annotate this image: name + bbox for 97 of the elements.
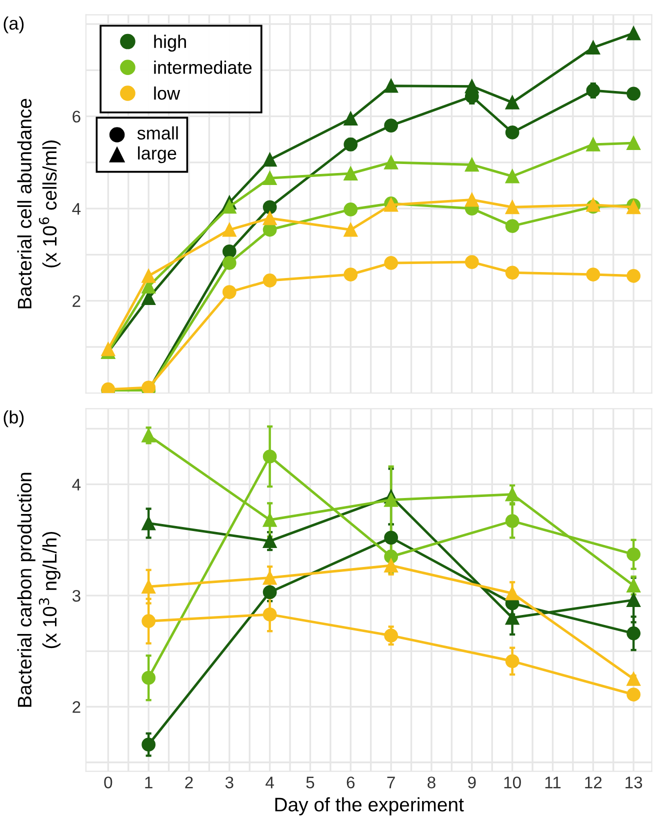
point <box>626 593 641 607</box>
point <box>222 244 236 258</box>
legend-label: high <box>154 34 186 52</box>
point <box>464 255 479 269</box>
point <box>586 268 600 282</box>
point <box>626 136 641 150</box>
point <box>262 152 277 167</box>
point <box>384 558 398 572</box>
point <box>344 202 358 216</box>
y-tick-label: 4 <box>72 478 81 490</box>
point <box>626 268 641 283</box>
point <box>262 200 277 214</box>
point <box>505 514 520 528</box>
point <box>262 171 277 186</box>
x-tick-label: 1 <box>145 776 152 788</box>
point <box>262 211 277 226</box>
y-tick-label: 6 <box>72 110 80 123</box>
point <box>262 585 277 600</box>
point <box>344 268 358 282</box>
point <box>626 86 641 101</box>
y-axis-title: Bacterial cell abundance (x 10$^{6}$ cells/ml) <box>17 98 60 308</box>
point <box>626 547 641 562</box>
point <box>142 580 156 594</box>
point <box>142 738 156 752</box>
point <box>626 578 641 592</box>
x-tick-label: 4 <box>266 776 274 788</box>
point <box>262 534 277 548</box>
annotation: large <box>138 146 176 164</box>
point <box>142 670 156 685</box>
point <box>384 155 398 170</box>
point <box>505 610 520 625</box>
point <box>586 84 600 98</box>
legend-label: intermediate <box>154 60 252 74</box>
point <box>142 380 156 394</box>
y-tick-label: 2 <box>72 701 80 713</box>
point <box>222 200 236 214</box>
x-tick-label: 9 <box>468 776 476 788</box>
x-tick-label: 2 <box>185 776 193 788</box>
point <box>344 112 358 126</box>
x-tick-label: 5 <box>306 776 314 788</box>
x-tick-label: 8 <box>428 776 436 788</box>
point <box>262 608 277 622</box>
point <box>262 570 277 585</box>
point <box>505 586 520 600</box>
y-tick-label: 4 <box>72 203 81 215</box>
text: (b) <box>4 410 24 428</box>
point <box>142 516 156 530</box>
y-tick-label: 3 <box>72 590 80 602</box>
point <box>626 688 641 702</box>
point <box>344 137 358 152</box>
point <box>384 256 398 270</box>
point <box>505 266 520 280</box>
point <box>505 219 520 234</box>
x-tick-label: 13 <box>626 776 642 788</box>
y-axis-title: Bacterial carbon production (x 10$^{3}$ ng/L/h) <box>17 472 60 707</box>
point <box>384 118 398 132</box>
point <box>142 268 156 283</box>
y-tick-label: 2 <box>72 295 80 307</box>
point <box>222 222 236 237</box>
point <box>505 200 520 214</box>
point <box>222 256 236 270</box>
point <box>142 428 156 442</box>
point <box>626 26 641 40</box>
point <box>384 78 398 93</box>
point <box>626 626 641 640</box>
point <box>101 342 116 356</box>
point <box>142 614 156 628</box>
point <box>626 672 641 686</box>
point <box>384 628 398 643</box>
point <box>464 158 479 172</box>
x-tick-label: 11 <box>545 776 561 788</box>
x-axis-title: Day of the experiment <box>275 797 464 816</box>
point <box>586 40 600 55</box>
x-tick-label: 6 <box>346 776 355 788</box>
point <box>505 96 520 110</box>
point <box>464 192 479 207</box>
x-tick-label: 3 <box>225 776 234 788</box>
annotation: small <box>137 126 178 140</box>
point <box>505 654 520 668</box>
point <box>344 166 358 180</box>
x-tick-label: 0 <box>104 776 112 788</box>
point <box>505 169 520 184</box>
text: (a) <box>4 16 24 34</box>
point <box>344 222 358 237</box>
point <box>222 285 236 299</box>
point <box>505 126 520 140</box>
legend-label: low <box>154 86 180 100</box>
x-tick-label: 12 <box>585 776 602 788</box>
x-tick-label: 7 <box>387 776 395 788</box>
point <box>262 274 277 288</box>
point <box>262 512 277 527</box>
point <box>464 79 479 94</box>
point <box>384 492 398 507</box>
x-tick-label: 10 <box>504 776 521 788</box>
point <box>586 137 600 152</box>
point <box>384 530 398 545</box>
point <box>262 450 277 464</box>
